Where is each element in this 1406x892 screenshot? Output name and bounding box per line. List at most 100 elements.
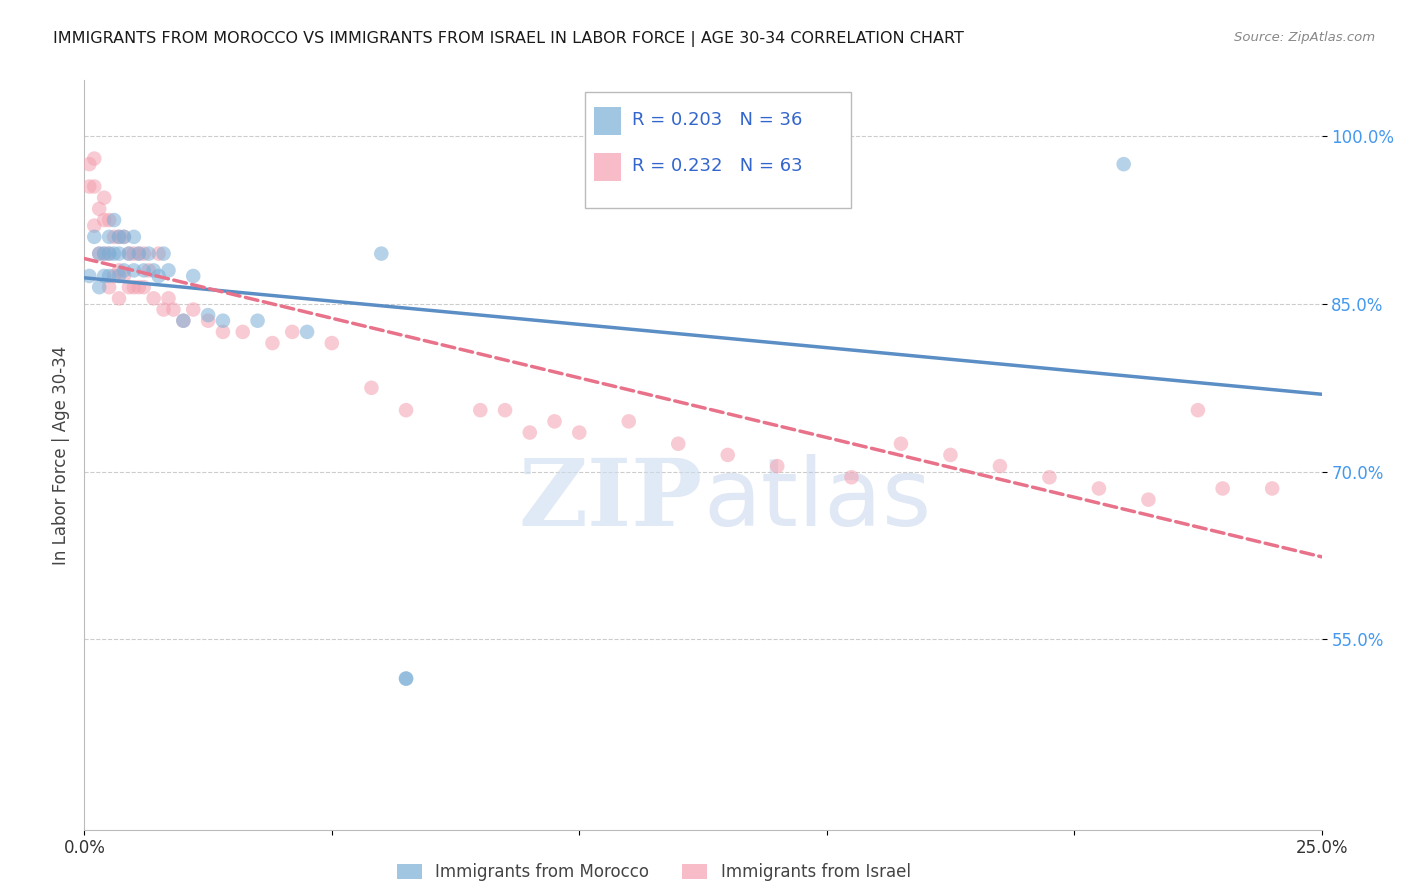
Point [122,230,145,244]
Point [172,314,194,328]
Point [83,179,105,194]
Point [112,230,135,244]
Point [89,280,111,294]
Point [79,268,101,283]
Point [1212,482,1234,496]
Point [470,403,492,417]
Point [118,280,141,294]
Text: Source: ZipAtlas.com: Source: ZipAtlas.com [1234,31,1375,45]
Point [321,336,343,351]
Point [128,246,150,260]
Point [181,268,204,283]
Point [103,213,125,227]
Point [93,191,115,205]
Point [132,246,155,260]
Point [112,230,135,244]
Point [543,414,565,428]
Point [197,308,219,322]
Point [1261,482,1284,496]
Point [93,246,115,260]
Point [98,246,121,260]
Point [494,403,516,417]
Point [83,219,105,233]
Point [212,325,235,339]
Point [108,246,131,260]
Point [212,314,235,328]
Point [988,459,1011,474]
Point [103,268,125,283]
Point [1088,482,1111,496]
Point [98,230,121,244]
Point [108,230,131,244]
Point [197,314,219,328]
Point [79,179,101,194]
Text: R = 0.232   N = 63: R = 0.232 N = 63 [633,158,803,176]
Text: IMMIGRANTS FROM MOROCCO VS IMMIGRANTS FROM ISRAEL IN LABOR FORCE | AGE 30-34 COR: IMMIGRANTS FROM MOROCCO VS IMMIGRANTS FR… [53,31,965,47]
Point [128,280,150,294]
Point [181,302,204,317]
Point [112,268,135,283]
Point [138,246,160,260]
Point [157,291,180,305]
Y-axis label: In Labor Force | Age 30-34: In Labor Force | Age 30-34 [52,345,70,565]
FancyBboxPatch shape [585,92,852,208]
Text: atlas: atlas [703,454,931,546]
Point [172,314,194,328]
Point [262,336,284,351]
Point [666,436,689,450]
Point [108,263,131,277]
Point [1137,492,1160,507]
Point [122,263,145,277]
Point [103,246,125,260]
Point [890,436,912,450]
Point [103,230,125,244]
Point [89,246,111,260]
Point [395,672,418,686]
Point [132,280,155,294]
Point [148,268,170,283]
Point [108,230,131,244]
Point [108,291,131,305]
Point [98,268,121,283]
Point [93,268,115,283]
Point [79,157,101,171]
Point [98,213,121,227]
Point [98,246,121,260]
Point [1112,157,1135,171]
Point [519,425,541,440]
Point [142,263,165,277]
Point [766,459,789,474]
Point [83,152,105,166]
Point [152,302,174,317]
Point [295,325,318,339]
Point [939,448,962,462]
Point [132,263,155,277]
Point [142,291,165,305]
Point [1038,470,1060,484]
Point [395,672,418,686]
Point [1187,403,1209,417]
Point [89,202,111,216]
Point [138,263,160,277]
Point [93,246,115,260]
Point [841,470,863,484]
Point [148,246,170,260]
Text: R = 0.203   N = 36: R = 0.203 N = 36 [633,111,803,129]
Point [122,246,145,260]
Point [93,213,115,227]
Point [118,246,141,260]
Point [370,246,392,260]
FancyBboxPatch shape [595,106,621,135]
Point [360,381,382,395]
Point [246,314,269,328]
Point [152,246,174,260]
Text: ZIP: ZIP [519,455,703,545]
Point [395,403,418,417]
FancyBboxPatch shape [595,153,621,181]
Point [98,280,121,294]
Point [112,263,135,277]
Point [108,268,131,283]
Point [89,246,111,260]
Point [717,448,740,462]
Point [617,414,640,428]
